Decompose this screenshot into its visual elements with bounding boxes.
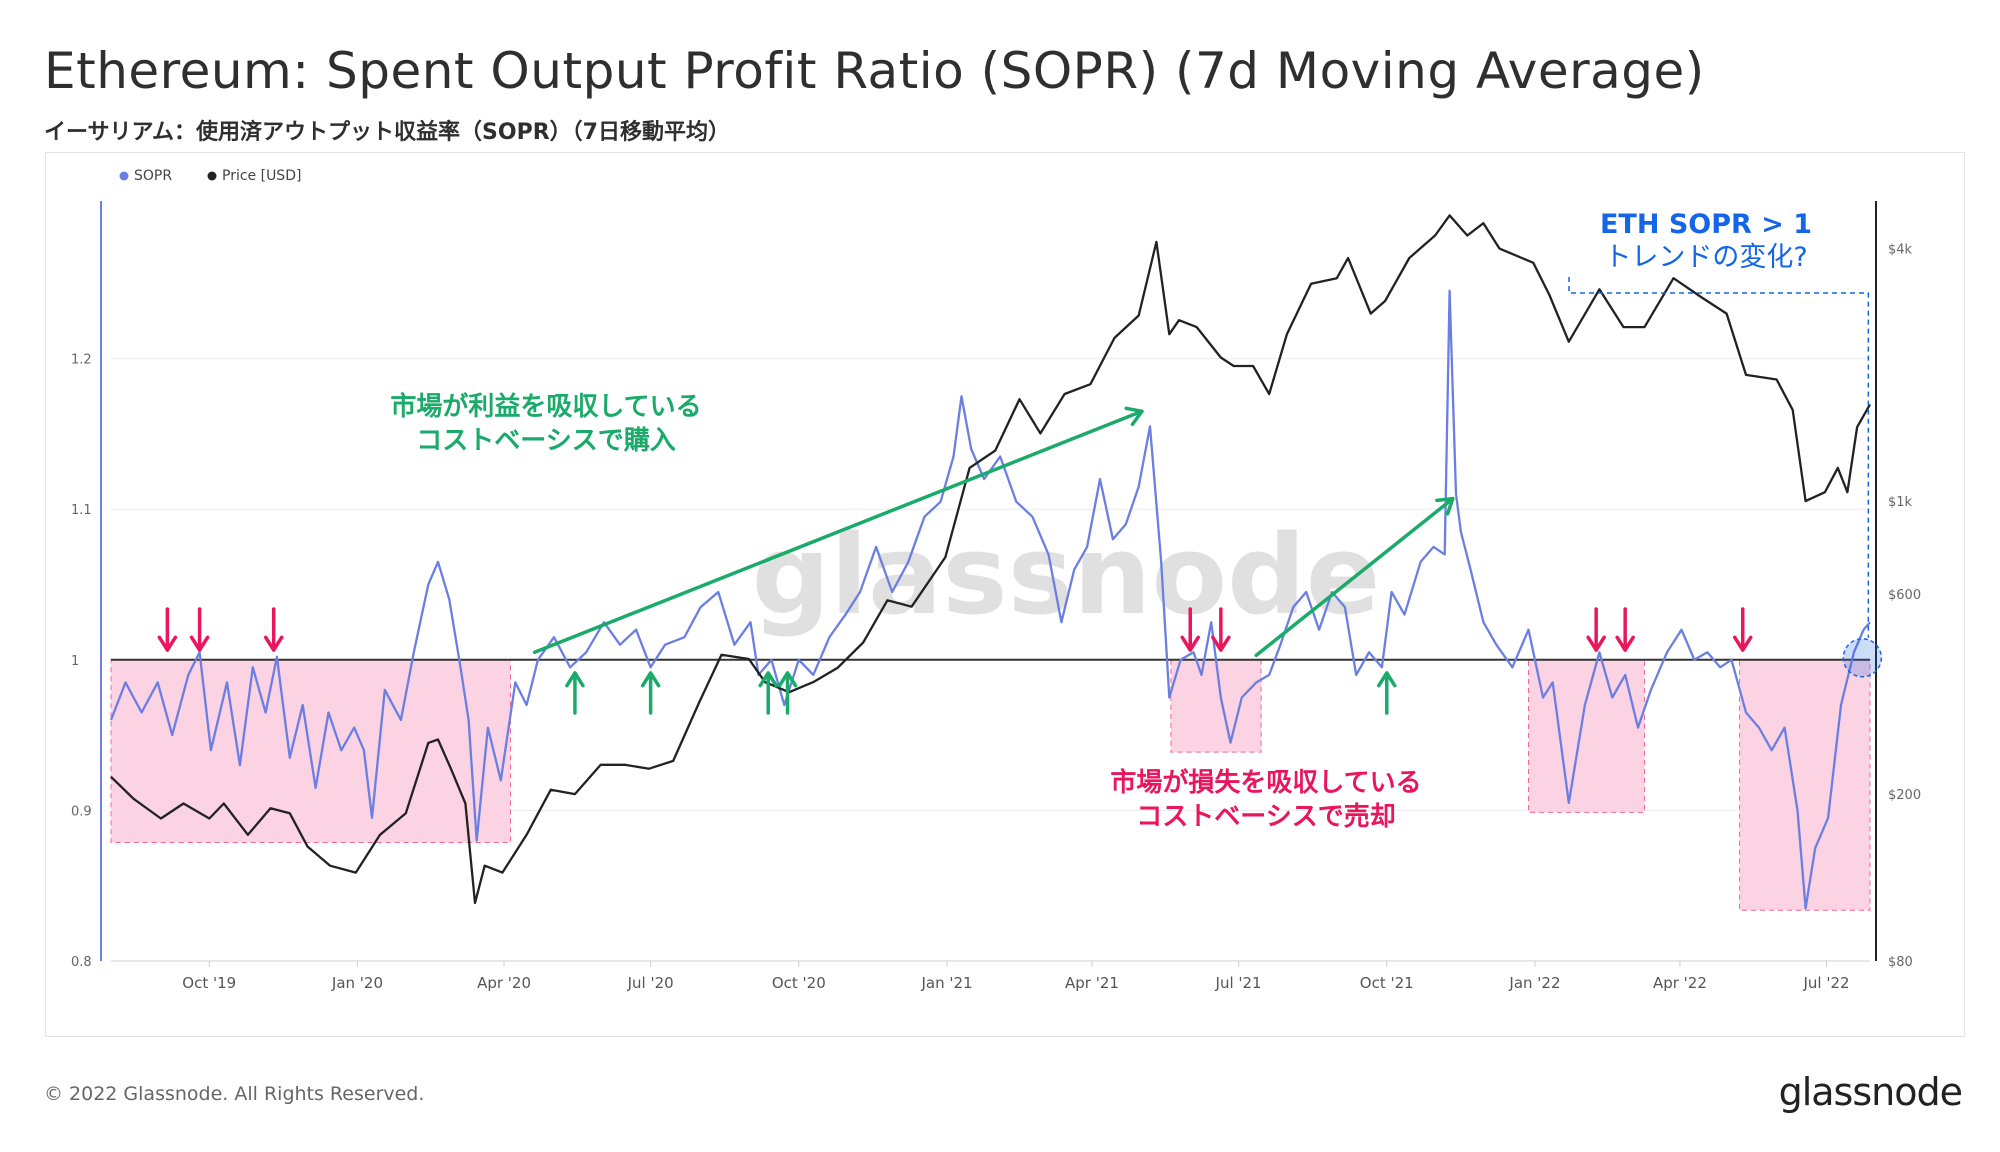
up-arrow-head: [777, 671, 798, 688]
x-tick-label: Jan '21: [920, 974, 972, 992]
legend-marker: [207, 171, 217, 181]
legend-entry: Price [USD]: [222, 168, 301, 184]
legend-entry: SOPR: [134, 168, 172, 184]
up-arrow-head: [640, 671, 661, 688]
y-left-tick-label: 0.8: [71, 955, 92, 970]
copyright: © 2022 Glassnode. All Rights Reserved.: [44, 1083, 425, 1105]
x-tick-label: Oct '19: [182, 974, 236, 992]
sopr-series-line: [109, 289, 1871, 910]
down-arrow-head: [157, 635, 178, 652]
y-left-tick-label: 0.9: [71, 804, 92, 819]
y-right-tick-label: $1k: [1888, 495, 1913, 510]
up-arrow-head: [565, 671, 585, 688]
x-tick-label: Jul '20: [627, 974, 674, 992]
x-tick-label: Apr '20: [477, 974, 531, 992]
y-left-tick-label: 1.2: [71, 353, 92, 368]
up-arrow-head: [758, 671, 778, 688]
legend-marker: [119, 171, 129, 181]
down-arrow-head: [1732, 635, 1753, 652]
x-tick-label: Jul '21: [1215, 974, 1262, 992]
trend-arrow-head: [1435, 496, 1455, 516]
glassnode-logo: glassnode: [1778, 1070, 1963, 1114]
x-tick-label: Apr '22: [1653, 974, 1707, 992]
y-left-tick-label: 1.1: [71, 503, 92, 518]
trend-arrow-line: [1254, 496, 1455, 658]
chart-subtitle: イーサリアム：使用済アウトプット収益率（SOPR）（7日移動平均）: [44, 120, 730, 145]
callout-subtitle: トレンドの変化?: [1604, 242, 1807, 273]
down-arrow-head: [1586, 635, 1606, 652]
down-arrow-head: [1211, 635, 1231, 652]
y-right-tick-label: $4k: [1888, 243, 1913, 258]
callout-leader: [1568, 277, 1870, 638]
chart-title: Ethereum: Spent Output Profit Ratio (SOP…: [44, 42, 1705, 100]
y-left-tick-label: 1: [71, 654, 79, 669]
x-tick-label: Oct '20: [772, 974, 826, 992]
price-series-line: [110, 214, 1872, 905]
trend-arrow-line: [532, 409, 1144, 655]
x-tick-label: Jul '22: [1802, 974, 1849, 992]
x-tick-label: Oct '21: [1360, 974, 1414, 992]
down-arrow-head: [1180, 635, 1201, 652]
profit-annotation-text: コストベーシスで購入: [416, 426, 675, 456]
x-tick-label: Jan '22: [1508, 974, 1560, 992]
loss-zone: [1170, 659, 1262, 753]
down-arrow-head: [263, 635, 284, 652]
up-arrow-head: [1376, 671, 1397, 688]
y-right-tick-label: $600: [1888, 588, 1921, 603]
callout-highlight-circle: [1842, 638, 1883, 678]
trend-arrow-head: [1124, 406, 1144, 427]
x-tick-label: Apr '21: [1065, 974, 1119, 992]
y-right-tick-label: $80: [1888, 955, 1913, 970]
sopr-price-chart: glassnode 0.8 0.9 1 1.1 1.2 $80 $200 $600 $1k $4k O…: [71, 168, 1921, 992]
down-arrow-head: [189, 635, 210, 652]
loss-zone: [1739, 659, 1871, 911]
watermark-text: glassnode: [752, 511, 1381, 639]
x-tick-label: Jan '20: [331, 974, 383, 992]
profit-annotation-text: 市場が利益を吸収している: [390, 391, 701, 422]
down-arrow-head: [1615, 635, 1635, 652]
callout-title: ETH SOPR > 1: [1600, 209, 1812, 240]
loss-zone: [1528, 659, 1645, 813]
loss-annotation-text: コストベーシスで売却: [1136, 802, 1395, 832]
y-right-tick-label: $200: [1888, 788, 1921, 803]
chart-panel: glassnode 0.8 0.9 1 1.1 1.2 $80 $200 $600 $1k $4k O…: [45, 152, 1965, 1037]
loss-annotation-text: 市場が損失を吸収している: [1110, 767, 1421, 798]
